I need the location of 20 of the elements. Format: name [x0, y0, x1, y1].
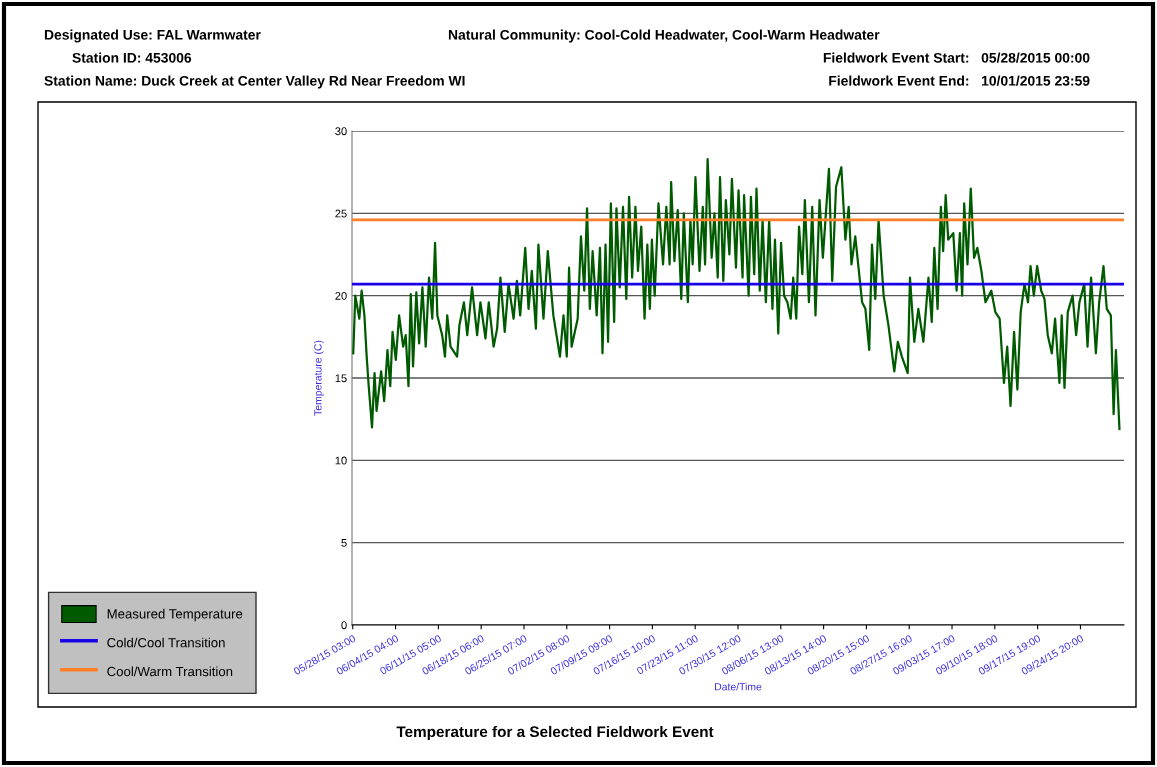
- y-tick-label: 10: [335, 456, 347, 465]
- y-axis-title: Temperature (C): [313, 340, 324, 416]
- y-tick-label: 30: [335, 127, 347, 136]
- text: Designated Use: FAL Warmwater: [44, 29, 261, 43]
- text: Fieldwork Event End: 10/01/2015 23:59: [829, 75, 1090, 86]
- y-tick-label: 0: [341, 621, 347, 630]
- text: Fieldwork Event Start: 05/28/2015 00:00: [823, 52, 1090, 63]
- text: Natural Community: Cool-Cold Headwater, Cool-Warm Headwater: [448, 29, 880, 43]
- y-tick-label: 5: [341, 539, 347, 547]
- y-tick-label: 15: [335, 374, 347, 383]
- text: Station Name: Duck Creek at Center Valley Rd Near Freedom WI: [44, 75, 465, 89]
- legend-label: Cool/Warm Transition: [107, 666, 233, 677]
- y-tick-label: 25: [335, 209, 347, 218]
- legend-label: Cold/Cool Transition: [107, 637, 225, 648]
- line-series: [352, 157, 1121, 431]
- text: Station ID: 453006: [72, 52, 192, 63]
- text: Temperature for a Selected Fieldwork Event: [396, 725, 714, 741]
- y-tick-label: 20: [335, 291, 347, 300]
- legend-label: Measured Temperature: [107, 608, 243, 622]
- x-axis-title: Date/Time: [715, 682, 762, 691]
